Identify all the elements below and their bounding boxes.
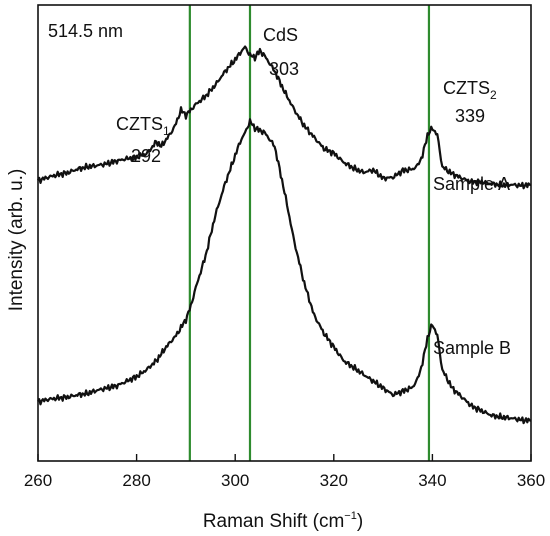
reference-lines xyxy=(188,5,431,461)
series-line xyxy=(37,118,532,425)
plot-frame xyxy=(37,4,532,462)
series-layer xyxy=(37,45,532,425)
y-axis-title: Intensity (arb. u.) xyxy=(6,169,27,312)
series-label: Sample B xyxy=(433,338,511,358)
x-tick-label: 260 xyxy=(24,471,52,490)
reference-value-label: 339 xyxy=(455,106,485,126)
series-labels: Sample A Sample B xyxy=(433,174,511,358)
series-line xyxy=(37,45,532,190)
x-tick-label: 300 xyxy=(221,471,249,490)
x-tick-label: 340 xyxy=(418,471,446,490)
reference-line-labels: CZTS1 292 CdS 303 CZTS2 339 xyxy=(116,25,497,166)
reference-name-label: CZTS1 xyxy=(116,114,170,138)
x-axis-ticks: 260 280 300 320 340 360 xyxy=(24,454,545,490)
x-axis-title: Raman Shift (cm−1) xyxy=(203,510,363,532)
x-tick-label: 360 xyxy=(517,471,545,490)
reference-name-label: CdS xyxy=(263,25,298,45)
x-tick-label: 320 xyxy=(320,471,348,490)
x-tick-label: 280 xyxy=(122,471,150,490)
series-label: Sample A xyxy=(433,174,510,194)
reference-name-label: CZTS2 xyxy=(443,78,497,102)
reference-value-label: 303 xyxy=(269,59,299,79)
excitation-wavelength-label: 514.5 nm xyxy=(48,21,123,41)
reference-value-label: 292 xyxy=(131,146,161,166)
